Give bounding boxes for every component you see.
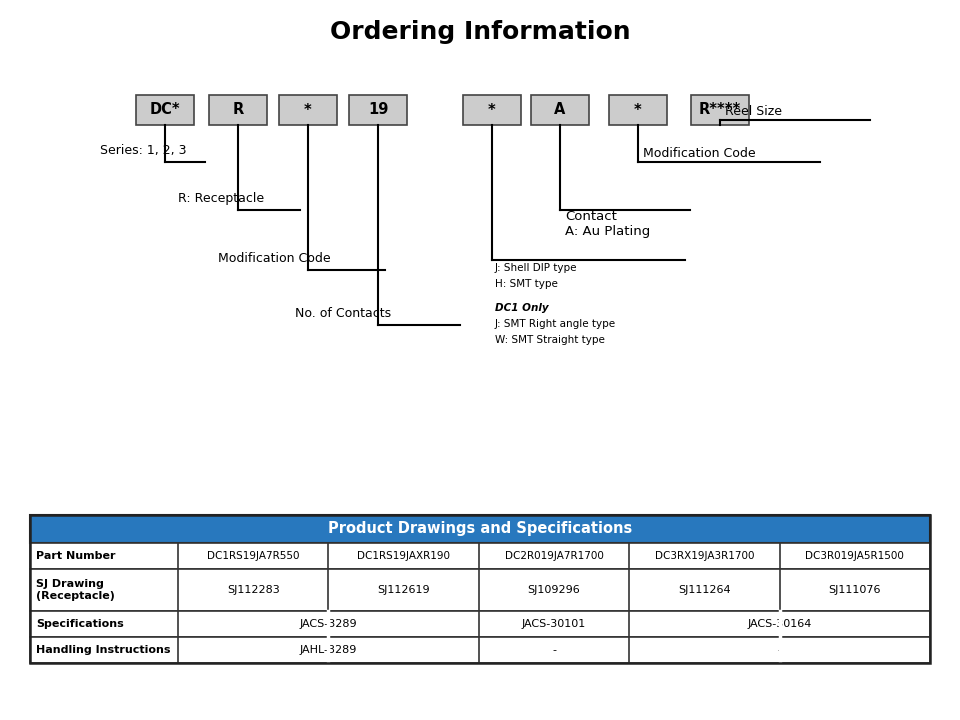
Bar (30, 611, 930, 637)
Text: R: Receptacle: R: Receptacle (178, 192, 264, 205)
Text: 19: 19 (368, 102, 388, 117)
Text: Modification Code: Modification Code (643, 147, 756, 160)
Text: -: - (778, 645, 781, 655)
Text: JACS-30164: JACS-30164 (748, 619, 812, 629)
Text: Ordering Information: Ordering Information (329, 20, 631, 44)
Bar (209, 95, 267, 125)
Text: Specifications: Specifications (36, 619, 124, 629)
Text: Modification Code: Modification Code (218, 252, 330, 265)
Text: SJ111076: SJ111076 (828, 585, 881, 595)
Text: DC1RS19JAXR190: DC1RS19JAXR190 (357, 551, 450, 561)
Text: R: R (232, 102, 244, 117)
Text: JAHL-3289: JAHL-3289 (300, 645, 357, 655)
Bar (609, 95, 667, 125)
Bar (30, 515, 930, 543)
Text: W: SMT Straight type: W: SMT Straight type (495, 335, 605, 345)
Bar (30, 569, 930, 611)
Bar (30, 515, 930, 663)
Bar (279, 95, 337, 125)
Bar (463, 95, 521, 125)
Bar (531, 95, 589, 125)
Text: H: SMT type: H: SMT type (495, 279, 558, 289)
Text: Series: 1, 2, 3: Series: 1, 2, 3 (100, 144, 186, 157)
Text: *: * (488, 102, 496, 117)
Text: Product Drawings and Specifications: Product Drawings and Specifications (328, 521, 632, 536)
Text: SJ111264: SJ111264 (678, 585, 731, 595)
Text: DC*: DC* (150, 102, 180, 117)
Text: Handling Instructions: Handling Instructions (36, 645, 171, 655)
Text: JACS-3289: JACS-3289 (300, 619, 357, 629)
Bar (349, 95, 407, 125)
Text: Contact
A: Au Plating: Contact A: Au Plating (565, 210, 650, 238)
Text: J: SMT Right angle type: J: SMT Right angle type (495, 319, 616, 329)
Text: DC1RS19JA7R550: DC1RS19JA7R550 (207, 551, 300, 561)
Text: DC3R019JA5R1500: DC3R019JA5R1500 (805, 551, 904, 561)
Text: DC1 Only: DC1 Only (495, 303, 548, 313)
Text: J: Shell DIP type: J: Shell DIP type (495, 263, 578, 273)
Text: Reel Size: Reel Size (725, 105, 782, 118)
Text: A: A (554, 102, 565, 117)
Text: Part Number: Part Number (36, 551, 115, 561)
Bar (30, 543, 930, 569)
Text: DC2R019JA7R1700: DC2R019JA7R1700 (505, 551, 604, 561)
Text: -: - (552, 645, 556, 655)
Text: SJ Drawing
(Receptacle): SJ Drawing (Receptacle) (36, 579, 115, 600)
Text: *: * (304, 102, 312, 117)
Text: No. of Contacts: No. of Contacts (295, 307, 391, 320)
Bar (136, 95, 194, 125)
Text: SJ112283: SJ112283 (227, 585, 279, 595)
Text: SJ109296: SJ109296 (528, 585, 581, 595)
Text: JACS-30101: JACS-30101 (522, 619, 587, 629)
Text: *: * (635, 102, 642, 117)
Bar (30, 637, 930, 663)
Text: R****: R**** (699, 102, 741, 117)
Bar (691, 95, 749, 125)
Text: SJ112619: SJ112619 (377, 585, 430, 595)
Text: DC3RX19JA3R1700: DC3RX19JA3R1700 (655, 551, 755, 561)
